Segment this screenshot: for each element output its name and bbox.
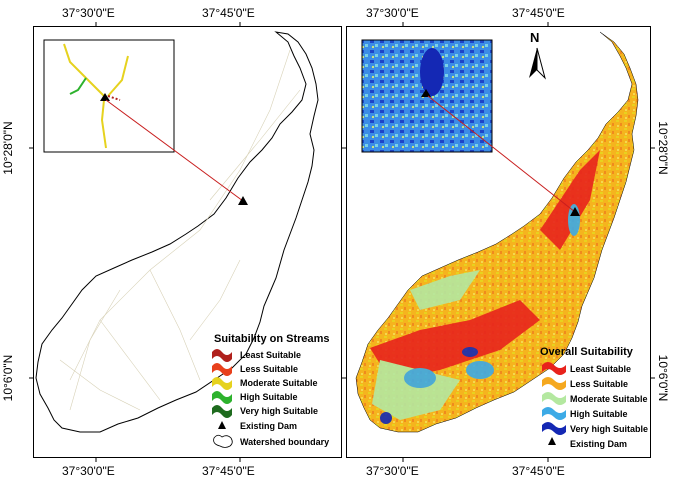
right-legend-least: Least Suitable [570,364,632,374]
right-legend-less: Less Suitable [570,379,629,389]
left-legend-very-high: Very high Suitable [240,406,319,416]
left-side-tick-1: 10°28'0"N [1,121,15,175]
right-inset-dam [421,89,431,97]
right-top-tick-1: 37°30'0"E [366,6,419,20]
right-ticks [342,22,655,462]
left-bottom-tick-1: 37°30'0"E [62,464,115,478]
left-top-tick-1: 37°30'0"E [62,6,115,20]
right-bottom-tick-2: 37°45'0"E [512,464,565,478]
left-connector-line [105,99,244,202]
left-ticks [29,22,241,462]
right-legend-very-high: Very high Suitable [570,424,649,434]
left-legend-less: Less Suitable [240,364,299,374]
right-legend-title: Overall Suitability [540,346,633,358]
north-label: N [530,30,540,45]
left-legend-moderate: Moderate Suitable [240,378,318,388]
left-top-tick-2: 37°45'0"E [202,6,255,20]
right-top-tick-2: 37°45'0"E [512,6,565,20]
left-legend-boundary: Watershed boundary [240,437,330,447]
right-connector-line [427,95,576,213]
watershed-boundary [35,31,319,433]
left-map-frame [33,26,342,458]
left-inset-dam [100,93,110,101]
right-legend-moderate: Moderate Suitable [570,394,648,404]
left-legend-swatches [212,349,233,448]
right-bottom-tick-1: 37°30'0"E [366,464,419,478]
left-inset-streams [63,43,129,149]
left-existing-dam [238,196,248,205]
left-legend-title: Suitability on Streams [214,333,330,345]
right-legend-swatches [542,362,566,445]
left-legend-least: Least Suitable [240,350,302,360]
inset-reservoir [420,48,444,96]
left-legend-high: High Suitable [240,392,298,402]
right-map-frame [346,26,651,458]
right-side-tick-2: 10°6'0"N [656,354,670,402]
left-side-tick-2: 10°6'0"N [1,354,15,402]
right-legend-dam: Existing Dam [570,439,628,449]
right-existing-dam [570,207,580,216]
north-arrow-icon [529,47,546,80]
stream-lines [59,49,301,411]
right-legend-high: High Suitable [570,409,628,419]
left-legend-dam: Existing Dam [240,421,298,431]
suitability-patches [370,150,600,424]
left-bottom-tick-2: 37°45'0"E [202,464,255,478]
right-side-tick-1: 10°28'0"N [656,121,670,175]
